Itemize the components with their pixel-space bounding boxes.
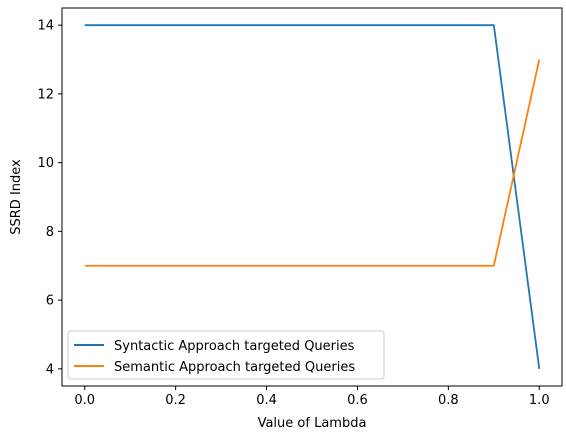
data-point-syntactic-2 — [175, 24, 177, 26]
legend-label-syntactic: Syntactic Approach targeted Queries — [114, 339, 355, 354]
y-axis-ticks: 4 6 8 10 12 14 — [37, 19, 62, 377]
x-tick-label: 0.8 — [438, 393, 459, 408]
x-tick-label: 0.2 — [165, 393, 186, 408]
legend: Syntactic Approach targeted Queries Sema… — [67, 330, 385, 380]
data-point-semantic-9 — [493, 265, 495, 267]
y-tick-label: 12 — [37, 87, 54, 102]
y-tick-label: 4 — [46, 362, 54, 377]
series-layer — [84, 24, 541, 370]
data-point-semantic-5 — [311, 265, 313, 267]
data-point-semantic-7 — [402, 265, 404, 267]
y-axis-label: SSRD Index — [9, 159, 24, 235]
data-point-semantic-6 — [356, 265, 358, 267]
data-point-semantic-8 — [447, 265, 449, 267]
data-point-syntactic-9 — [493, 24, 495, 26]
data-point-syntactic-8 — [447, 24, 449, 26]
data-point-semantic-2 — [175, 265, 177, 267]
legend-label-semantic: Semantic Approach targeted Queries — [114, 360, 355, 375]
legend-frame — [67, 330, 385, 380]
series-line-syntactic — [84, 24, 541, 369]
plot-area — [62, 8, 562, 386]
data-point-semantic-3 — [220, 265, 222, 267]
x-tick-label: 0.0 — [74, 393, 95, 408]
y-tick-label: 6 — [46, 294, 54, 309]
x-tick-label: 0.4 — [256, 393, 277, 408]
data-point-syntactic-4 — [266, 24, 268, 26]
x-tick-label: 0.6 — [347, 393, 368, 408]
data-point-syntactic-1 — [129, 24, 131, 26]
data-point-syntactic-5 — [311, 24, 313, 26]
y-tick-label: 8 — [46, 225, 54, 240]
plot-frame — [61, 7, 563, 387]
data-point-semantic-1 — [129, 265, 131, 267]
y-tick-label: 10 — [37, 156, 54, 171]
data-point-semantic-0 — [84, 265, 86, 267]
x-axis-label: Value of Lambda — [258, 416, 367, 431]
data-point-syntactic-0 — [84, 24, 86, 26]
x-axis-ticks: 0.0 0.2 0.4 0.6 0.8 1.0 — [74, 386, 550, 408]
data-point-syntactic-6 — [356, 24, 358, 26]
data-point-semantic-4 — [266, 265, 268, 267]
data-point-syntactic-10 — [538, 368, 540, 370]
data-point-syntactic-7 — [402, 24, 404, 26]
data-point-syntactic-3 — [220, 24, 222, 26]
series-line-semantic — [84, 59, 541, 267]
data-point-semantic-10 — [538, 59, 540, 61]
y-tick-label: 14 — [37, 19, 54, 34]
x-tick-label: 1.0 — [529, 393, 550, 408]
